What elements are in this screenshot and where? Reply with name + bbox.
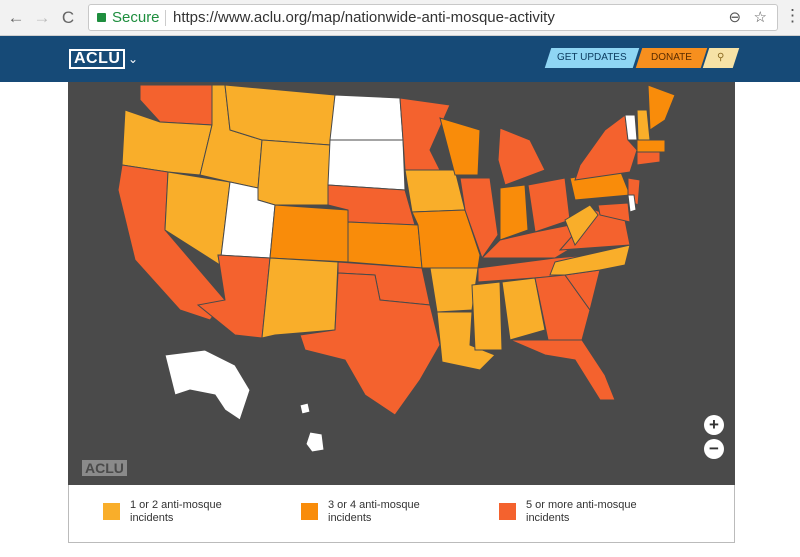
state[interactable] [501, 277, 546, 341]
legend-swatch [103, 503, 120, 520]
legend-label: 5 or more anti-mosque incidents [526, 499, 637, 524]
state[interactable] [471, 281, 503, 351]
logo[interactable]: ACLU [69, 49, 126, 69]
zoom-out[interactable]: − [704, 439, 724, 459]
site-header: ACLU ⌄ GET UPDATES DONATE ⚲ [0, 36, 800, 82]
state[interactable] [509, 339, 616, 401]
divider [165, 10, 166, 26]
button-label: GET UPDATES [557, 52, 627, 63]
legend-swatch [499, 503, 516, 520]
button-label: ⚲ [717, 52, 725, 63]
watermark: ACLU [82, 460, 127, 476]
legend: 1 or 2 anti-mosque incidents 3 or 4 anti-… [68, 485, 735, 543]
url-icons: ⊖ ☆ [728, 5, 767, 30]
state[interactable] [305, 431, 325, 453]
state[interactable] [257, 139, 331, 206]
us-map [117, 84, 676, 453]
donate-button[interactable]: DONATE [635, 48, 708, 68]
state[interactable] [527, 177, 571, 233]
menu-button[interactable]: ⋮ [784, 6, 800, 25]
reload-button[interactable]: C [61, 8, 75, 27]
map: ACLU + − [68, 82, 735, 485]
state[interactable] [597, 202, 631, 223]
browser-toolbar: ← → C Secure https://www.aclu.org/map/na… [0, 0, 800, 36]
state[interactable] [647, 84, 676, 131]
state[interactable] [636, 109, 651, 141]
state[interactable] [404, 169, 466, 213]
state[interactable] [347, 221, 423, 269]
url: https://www.aclu.org/map/nationwide-anti… [173, 9, 555, 26]
state[interactable] [636, 151, 661, 166]
state[interactable] [164, 349, 251, 421]
state[interactable] [269, 204, 349, 263]
state[interactable] [499, 184, 529, 241]
state[interactable] [636, 139, 666, 153]
get-updates-button[interactable]: GET UPDATES [544, 48, 640, 68]
state[interactable] [299, 272, 441, 416]
address-bar[interactable]: Secure https://www.aclu.org/map/nationwi… [88, 4, 778, 31]
state[interactable] [429, 267, 479, 313]
state[interactable] [439, 117, 481, 176]
zoom-in[interactable]: + [704, 415, 724, 435]
state[interactable] [627, 194, 637, 213]
state[interactable] [327, 139, 406, 191]
state[interactable] [436, 311, 496, 371]
secure-label: Secure [97, 5, 160, 30]
legend-label: 3 or 4 anti-mosque incidents [328, 499, 420, 524]
state[interactable] [299, 402, 311, 415]
state[interactable] [564, 204, 599, 247]
zoom-icon[interactable]: ⊖ [728, 9, 742, 26]
forward-button[interactable]: → [33, 8, 51, 27]
search-button[interactable]: ⚲ [702, 48, 740, 68]
back-button[interactable]: ← [7, 8, 25, 27]
state[interactable] [497, 127, 546, 186]
legend-label: 1 or 2 anti-mosque incidents [130, 499, 222, 524]
logo-menu[interactable]: ⌄ [128, 52, 139, 66]
state[interactable] [459, 177, 499, 260]
legend-swatch [301, 503, 318, 520]
state[interactable] [399, 97, 451, 171]
state[interactable] [261, 257, 339, 339]
button-label: DONATE [651, 52, 692, 63]
state[interactable] [574, 114, 638, 181]
state[interactable] [329, 94, 404, 141]
star-icon[interactable]: ☆ [753, 9, 767, 26]
